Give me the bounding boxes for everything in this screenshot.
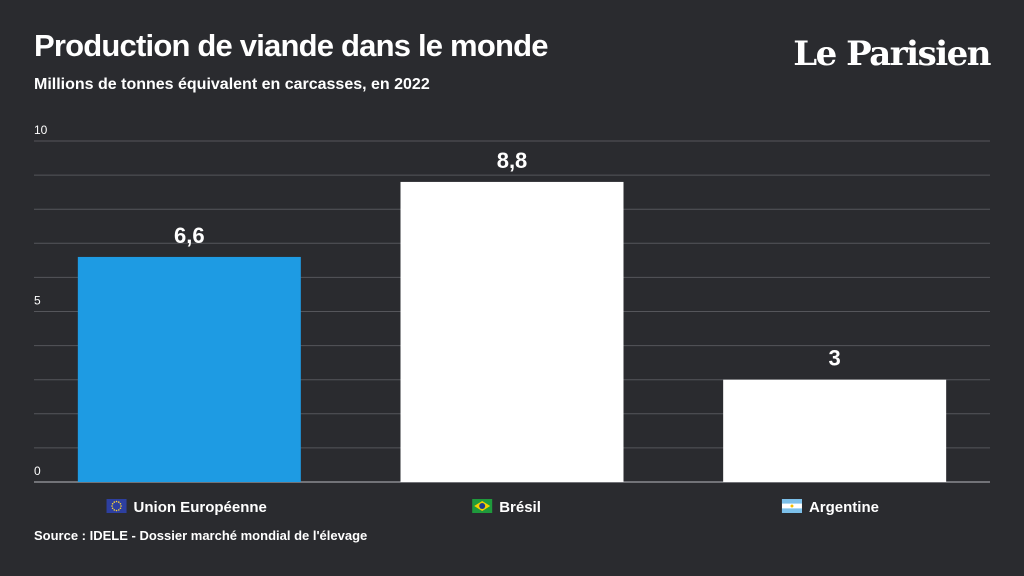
y-tick-label: 0 (34, 464, 41, 478)
y-tick-label: 5 (34, 294, 41, 308)
category-label: Brésil (499, 499, 541, 516)
data-label: 8,8 (497, 148, 528, 173)
le-parisien-logo: Le Parisien (793, 34, 991, 74)
argentina-flag-icon (781, 499, 802, 513)
category-label: Argentine (809, 499, 879, 516)
bar (723, 379, 947, 482)
eu-flag-icon (106, 499, 127, 513)
brazil-flag-icon (472, 499, 493, 513)
data-label: 6,6 (174, 223, 205, 248)
category-label: Union Européenne (134, 499, 267, 516)
bar (400, 181, 624, 483)
chart-title: Production de viande dans le monde (34, 28, 548, 63)
bar (77, 256, 301, 482)
data-label: 3 (829, 346, 841, 371)
chart-subtitle: Millions de tonnes équivalent en carcass… (34, 76, 430, 93)
source-note: Source : IDELE - Dossier marché mondial … (34, 528, 368, 543)
y-tick-label: 10 (34, 123, 48, 137)
